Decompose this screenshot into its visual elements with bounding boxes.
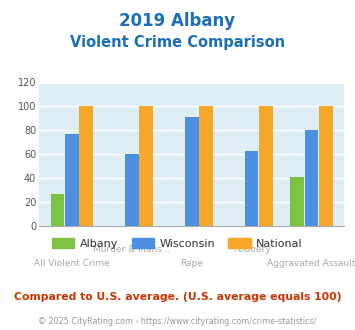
Text: Murder & Mans...: Murder & Mans... <box>93 246 170 254</box>
Bar <box>305 130 318 226</box>
Text: Rape: Rape <box>180 259 203 268</box>
Bar <box>319 106 333 226</box>
Text: Compared to U.S. average. (U.S. average equals 100): Compared to U.S. average. (U.S. average … <box>14 292 341 302</box>
Bar <box>65 134 79 226</box>
Text: Robbery: Robbery <box>233 246 271 254</box>
Text: All Violent Crime: All Violent Crime <box>34 259 110 268</box>
Text: Aggravated Assault: Aggravated Assault <box>267 259 355 268</box>
Bar <box>290 177 304 226</box>
Legend: Albany, Wisconsin, National: Albany, Wisconsin, National <box>48 234 307 253</box>
Bar <box>185 117 198 226</box>
Bar <box>125 154 139 226</box>
Bar <box>259 106 273 226</box>
Bar <box>245 151 258 226</box>
Text: © 2025 CityRating.com - https://www.cityrating.com/crime-statistics/: © 2025 CityRating.com - https://www.city… <box>38 317 317 326</box>
Bar <box>51 194 65 226</box>
Text: 2019 Albany: 2019 Albany <box>119 12 236 30</box>
Bar <box>80 106 93 226</box>
Bar <box>199 106 213 226</box>
Bar <box>139 106 153 226</box>
Text: Violent Crime Comparison: Violent Crime Comparison <box>70 35 285 50</box>
